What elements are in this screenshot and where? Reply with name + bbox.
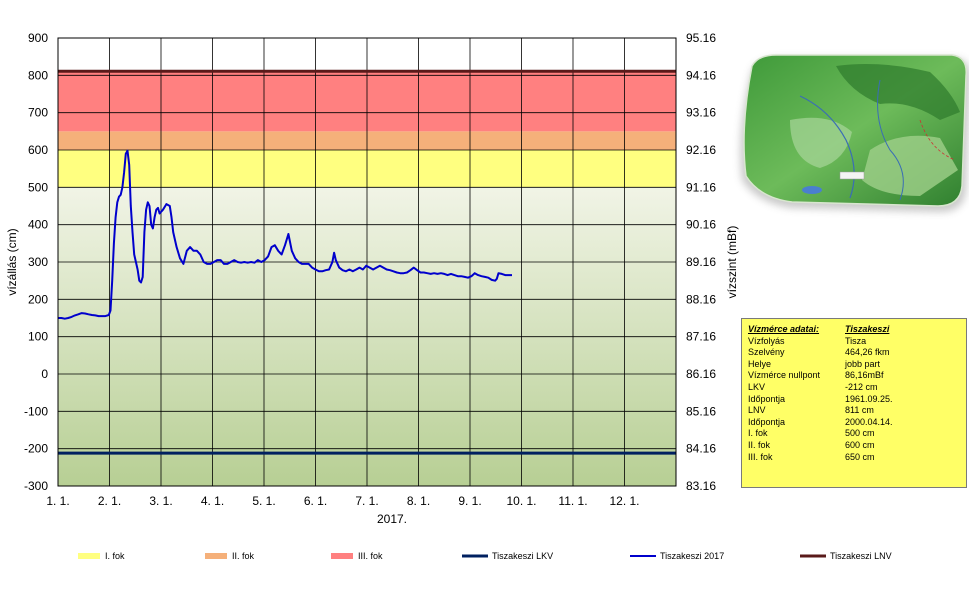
y-right-ticks: 95.16 94.16 93.16 92.16 91.16 90.16 89.16 88.16… [686,31,716,493]
info-row-key: LNV [748,405,766,416]
x-axis-title: 2017. [377,512,407,526]
info-row-key: I. fok [748,428,768,439]
info-row: III. fok 650 cm [748,452,960,464]
info-row-value: 600 cm [845,439,875,450]
x-tick-label: 7. 1. [355,494,378,508]
info-row-key: II. fok [748,439,771,450]
legend-swatch [78,553,100,559]
x-tick-label: 1. 1. [46,494,69,508]
x-ticks: 1. 1. 2. 1. 3. 1. 4. 1. 5. 1. 6. 1. 7. 1. 8. 1.… [46,494,639,508]
info-row-key: Vízmérce nullpont [748,370,821,381]
info-row: Szelvény 464,26 fkm [748,347,960,359]
x-tick-label: 3. 1. [149,494,172,508]
info-row-value: -212 cm [845,381,878,392]
y-left-tick-label: 500 [28,180,48,194]
legend-label: Tiszakeszi 2017 [660,551,724,561]
reference-lines [58,69,676,455]
y-right-tick-label: 95.16 [686,31,716,45]
legend-label: I. fok [105,551,125,561]
info-row-value: 500 cm [845,428,875,439]
info-row-value: 464,26 fkm [845,347,890,358]
info-row-key: Időpontja [748,416,786,427]
info-row: Időpontja 1961.09.25. [748,394,960,406]
y-right-tick-label: 88.16 [686,292,716,306]
info-row-key: LKV [748,381,766,392]
info-row: II. fok 600 cm [748,440,960,452]
y-left-tick-label: 0 [41,367,48,381]
y-left-axis-title: vízállás (cm) [5,228,19,295]
info-row-value: 86,16mBf [845,370,884,381]
x-tick-label: 9. 1. [458,494,481,508]
info-row-key: III. fok [748,451,773,462]
legend-swatch [331,553,353,559]
info-row-key: Szelvény [748,347,785,358]
info-row-value: 2000.04.14. [845,416,893,427]
grid [58,38,676,486]
legend-swatch [205,553,227,559]
info-header-value: Tiszakeszi [845,324,890,334]
info-header: Vízmérce adatai: Tiszakeszi [748,324,960,336]
series [58,149,512,320]
y-right-tick-label: 93.16 [686,106,716,120]
info-row-key: Vízfolyás [748,335,785,346]
y-left-ticks: 900 800 700 600 500 400 300 200 100 0 -100 -200 -300 [24,31,48,493]
info-header-key: Vízmérce adatai: [748,324,820,334]
legend-label: III. fok [358,551,383,561]
y-right-tick-label: 90.16 [686,218,716,232]
y-left-tick-label: 200 [28,292,48,306]
y-left-tick-label: 900 [28,31,48,45]
info-row: Vízmérce nullpont 86,16mBf [748,370,960,382]
y-right-tick-label: 84.16 [686,442,716,456]
info-row-value: jobb part [845,358,881,369]
y-left-tick-label: 700 [28,106,48,120]
info-row: Vízfolyás Tisza [748,336,960,348]
x-tick-label: 2. 1. [98,494,121,508]
info-row-key: Időpontja [748,393,786,404]
info-row-value: 650 cm [845,451,875,462]
y-right-tick-label: 89.16 [686,255,716,269]
y-left-tick-label: 800 [28,68,48,82]
gauge-info-box: Vízmérce adatai: Tiszakeszi Vízfolyás Tis… [741,318,967,488]
info-row: Időpontja 2000.04.14. [748,417,960,429]
y-left-tick-label: -300 [24,479,48,493]
y-right-tick-label: 92.16 [686,143,716,157]
y-right-tick-label: 94.16 [686,68,716,82]
y-left-tick-label: 300 [28,255,48,269]
legend-label: Tiszakeszi LNV [830,551,892,561]
y-right-tick-label: 87.16 [686,330,716,344]
relief-map-thumbnail [740,54,969,212]
y-left-tick-label: -100 [24,404,48,418]
info-row: Helye jobb part [748,359,960,371]
x-tick-label: 6. 1. [304,494,327,508]
x-tick-label: 11. 1. [558,494,587,508]
series-line-1 [58,149,512,320]
plot-frame [57,37,677,487]
x-tick-label: 8. 1. [407,494,430,508]
info-row-value: 1961.09.25. [845,393,893,404]
y-right-tick-label: 85.16 [686,404,716,418]
info-row-value: Tisza [845,335,867,346]
y-right-tick-label: 83.16 [686,479,716,493]
legend: I. fok II. fok III. fok Tiszakeszi LKV Tisza… [78,551,892,561]
x-tick-label: 4. 1. [201,494,224,508]
x-tick-label: 10. 1. [506,494,536,508]
x-tick-label: 12. 1. [609,494,639,508]
info-row-value: 811 cm [845,405,874,416]
y-right-axis-title: vízszint (mBf) [725,226,739,299]
y-left-tick-label: 100 [28,330,48,344]
legend-label: II. fok [232,551,255,561]
info-row-key: Helye [748,358,772,369]
y-left-tick-label: 400 [28,218,48,232]
legend-label: Tiszakeszi LKV [492,551,553,561]
y-left-tick-label: -200 [24,442,48,456]
y-right-tick-label: 91.16 [686,180,716,194]
info-row: LNV 811 cm [748,405,960,417]
info-row: I. fok 500 cm [748,428,960,440]
info-row: LKV -212 cm [748,382,960,394]
x-tick-label: 5. 1. [252,494,275,508]
y-left-tick-label: 600 [28,143,48,157]
y-right-tick-label: 86.16 [686,367,716,381]
